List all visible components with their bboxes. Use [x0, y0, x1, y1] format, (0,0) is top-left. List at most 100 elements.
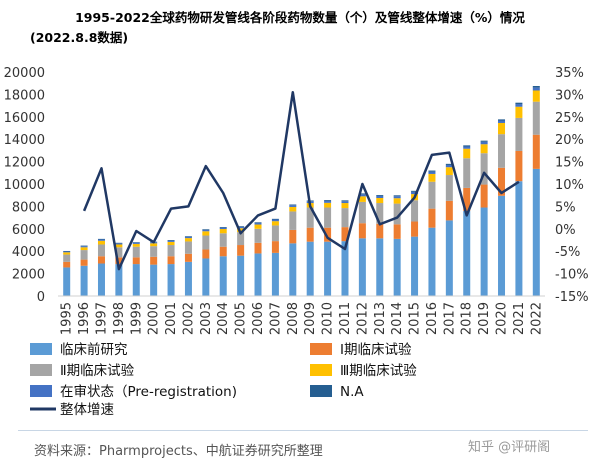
bar-segment [515, 181, 523, 296]
bar-segment [237, 255, 245, 296]
x-tick-label: 2020 [495, 302, 510, 335]
x-tick-label: 2007 [268, 302, 283, 335]
bar-segment [498, 134, 506, 168]
bar-segment [411, 236, 419, 296]
left-tick-label: 12000 [4, 156, 45, 171]
bar-segment [358, 223, 366, 239]
bar-segment [202, 229, 210, 230]
right-tick-label: 35% [555, 66, 584, 81]
bar-segment [480, 184, 488, 208]
bar-segment [428, 181, 436, 209]
bar-segment [445, 167, 453, 176]
bar-segment [463, 145, 471, 147]
bar-segment [202, 231, 210, 236]
bar-segment [254, 222, 262, 223]
bar-segment [167, 241, 175, 246]
bar-segment [63, 261, 71, 268]
right-tick-label: 20% [555, 133, 584, 148]
bar-segment [115, 243, 123, 245]
bar-segment [480, 141, 488, 145]
bar-segment [411, 190, 419, 192]
bar-segment [498, 120, 506, 123]
x-tick-label: 1996 [77, 302, 92, 335]
bar-segment [341, 227, 349, 242]
bar-segment [411, 200, 419, 222]
bar-segment [324, 241, 332, 296]
bar-segment [115, 264, 123, 296]
bar-segment [376, 203, 384, 224]
bar-segment [237, 226, 245, 227]
bar-segment [393, 198, 401, 204]
bar-segment [271, 241, 279, 253]
bar-segment [97, 239, 105, 241]
x-tick-label: 1997 [94, 302, 109, 335]
bar-segment [132, 257, 140, 265]
legend-swatch [310, 385, 332, 397]
chart-title: 1995-2022全球药物研发管线各阶段药物数量（个）及管线整体增速（%）情况 [75, 10, 525, 25]
bar-segment [97, 244, 105, 257]
bar-segment [132, 242, 140, 244]
x-tick-label: 2013 [373, 302, 388, 335]
left-tick-label: 16000 [4, 111, 45, 126]
bar-segment [324, 207, 332, 228]
x-tick-label: 2009 [303, 302, 318, 335]
bar-segment [271, 225, 279, 242]
bar-segment [150, 256, 158, 265]
bar-segment [515, 117, 523, 151]
bar-segment [532, 168, 540, 296]
bar-segment [393, 196, 401, 199]
bar-segment [306, 241, 314, 296]
left-tick-label: 0 [37, 290, 45, 305]
bar-segment [445, 220, 453, 296]
bar-segment [445, 164, 453, 168]
bar-segment [80, 259, 88, 266]
bar-segment [167, 256, 175, 265]
bar-segment [463, 158, 471, 188]
bar-segment [498, 119, 506, 121]
bar-segment [341, 208, 349, 228]
bar-segment [97, 256, 105, 264]
legend-swatch [30, 364, 52, 376]
bar-segment [428, 171, 436, 174]
bar-segment [289, 229, 297, 244]
bar-segment [219, 246, 227, 257]
bar-segment [150, 243, 158, 247]
source-note: 资料来源：Pharmprojects、中航证券研究所整理 [34, 444, 323, 459]
right-tick-label: 5% [555, 200, 576, 215]
left-tick-label: 10000 [4, 178, 45, 193]
bar-segment [480, 153, 488, 185]
x-tick-label: 1998 [112, 302, 127, 335]
left-tick-label: 4000 [12, 245, 45, 260]
bar-segment [393, 224, 401, 239]
right-tick-label: 10% [555, 178, 584, 193]
left-tick-label: 14000 [4, 133, 45, 148]
legend-swatch [30, 343, 52, 355]
x-tick-label: 1995 [60, 302, 75, 335]
bar-segment [498, 195, 506, 296]
x-tick-label: 2000 [147, 302, 162, 335]
bar-segment [376, 195, 384, 198]
bar-segment [97, 263, 105, 296]
legend-swatch [310, 364, 332, 376]
bar-segment [184, 236, 192, 237]
bar-segment [219, 256, 227, 296]
x-tick-label: 2003 [199, 302, 214, 335]
bar-segment [515, 102, 523, 105]
bar-segment [115, 244, 123, 248]
bar-segment [463, 146, 471, 149]
legend-label: 整体增速 [60, 402, 114, 418]
bar-segment [150, 264, 158, 296]
bar-segment [219, 227, 227, 228]
bar-segment [167, 240, 175, 242]
bar-segment [428, 173, 436, 182]
left-tick-label: 6000 [12, 223, 45, 238]
bar-segment [254, 222, 262, 225]
bar-segment [271, 218, 279, 220]
bar-segment [184, 238, 192, 242]
bar-segment [358, 196, 366, 202]
bar-segment [306, 227, 314, 242]
bar-segment [358, 238, 366, 296]
x-tick-label: 2001 [164, 302, 179, 335]
bar-segment [532, 86, 540, 88]
bar-segment [132, 246, 140, 258]
